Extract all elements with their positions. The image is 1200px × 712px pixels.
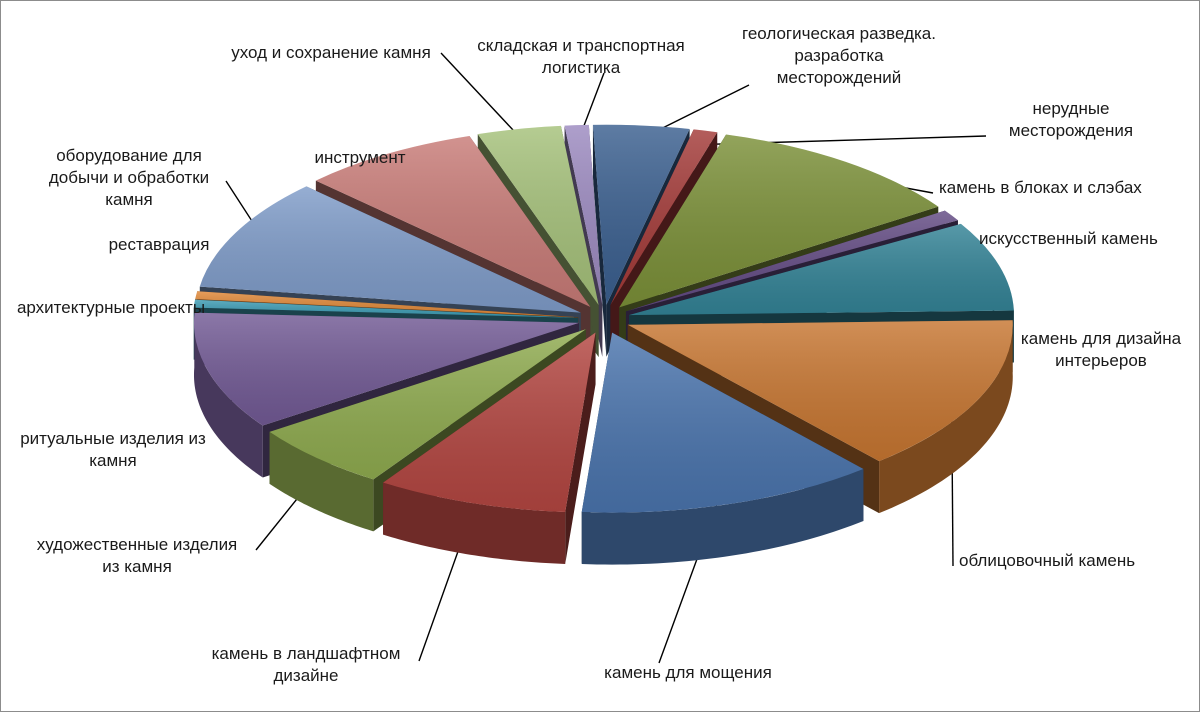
- slice-sheen: [477, 125, 599, 306]
- slice-wall: [565, 332, 596, 564]
- slice-sheen: [564, 124, 603, 305]
- slice-sheen: [383, 332, 596, 512]
- slice-sheen: [610, 129, 718, 306]
- slice-labels: геологическая разведка. разработка месторо…: [17, 24, 1182, 685]
- slice-label: облицовочный камень: [959, 551, 1135, 570]
- slice-rim: [581, 468, 864, 565]
- slice-sheen: [619, 134, 939, 308]
- slice-label: реставрация: [109, 235, 210, 254]
- slice-sheen: [627, 320, 1013, 462]
- slice-sheen: [628, 223, 1014, 316]
- slice-label: геологическая разведка. разработка месторо…: [742, 24, 936, 87]
- slice-9: [193, 312, 579, 478]
- slice-sheen: [269, 329, 586, 480]
- slice-sheen: [199, 186, 581, 313]
- slice-label: ритуальные изделия из камня: [20, 429, 206, 470]
- slice-rim: [879, 320, 1013, 514]
- slice-sheen: [581, 332, 864, 513]
- slice-label: камень для дизайна интерьеров: [1021, 329, 1182, 370]
- slice-7: [383, 332, 596, 564]
- slice-label: нерудные месторождения: [1009, 99, 1133, 140]
- slice-label: архитектурные проекты: [17, 298, 205, 317]
- slice-label: складская и транспортная логистика: [477, 36, 685, 77]
- slice-label: искусственный камень: [979, 229, 1158, 248]
- slice-sheen: [625, 210, 958, 312]
- slice-rim: [269, 431, 374, 532]
- slice-label: инструмент: [314, 148, 405, 167]
- slice-label: оборудование для добычи и обработки камня: [49, 146, 209, 209]
- pie-slices: [193, 124, 1014, 565]
- slice-label: камень для мощения: [604, 663, 772, 682]
- slice-label: художественные изделия из камня: [37, 535, 238, 576]
- slice-rim: [193, 315, 263, 478]
- slice-label: камень в блоках и слэбах: [939, 178, 1142, 197]
- slice-6: [581, 332, 864, 565]
- slice-sheen: [195, 291, 579, 318]
- slice-wall: [592, 124, 607, 357]
- slice-sheen: [193, 312, 579, 426]
- leader-line: [440, 52, 526, 144]
- slice-label: камень в ландшафтном дизайне: [212, 644, 401, 685]
- slice-sheen: [193, 299, 579, 318]
- slice-sheen: [315, 135, 591, 307]
- slice-label: уход и сохранение камня: [231, 43, 431, 62]
- slice-sheen: [592, 124, 690, 305]
- slice-rim: [383, 482, 566, 564]
